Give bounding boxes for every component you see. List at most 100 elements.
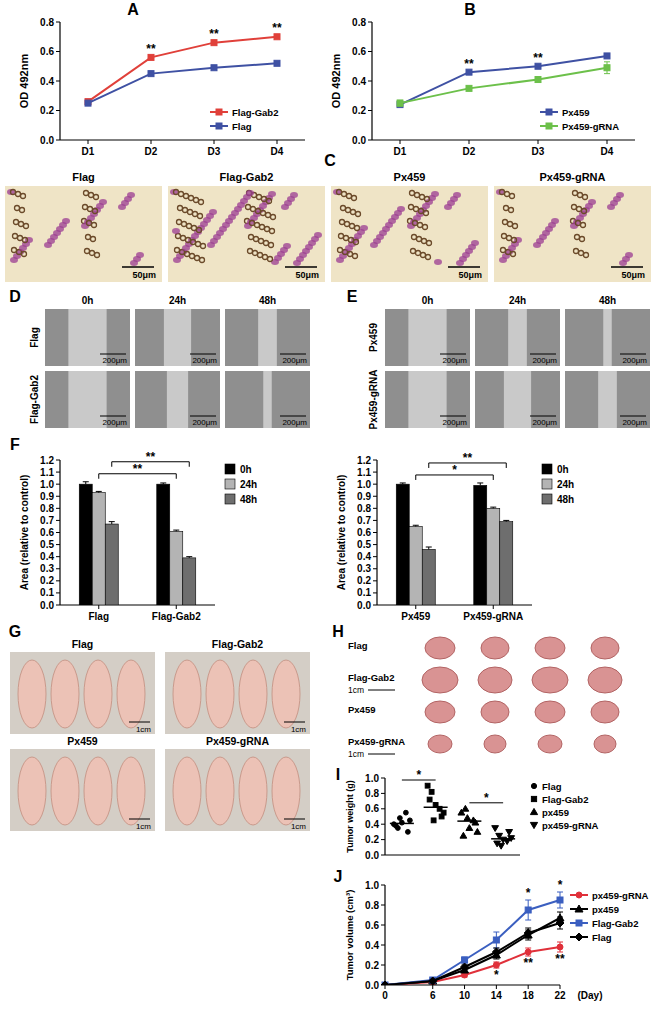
pore bbox=[270, 229, 275, 234]
x-tick bbox=[493, 605, 494, 609]
pore bbox=[510, 194, 515, 199]
error-bar bbox=[493, 932, 499, 948]
pore bbox=[573, 191, 578, 196]
marker bbox=[429, 977, 437, 985]
y-tick-label: 0.0 bbox=[365, 980, 379, 991]
scale-label: 200μm bbox=[532, 356, 557, 365]
marker bbox=[556, 919, 564, 927]
x-tick bbox=[400, 140, 401, 144]
legend-marker bbox=[216, 123, 222, 129]
x-tick bbox=[415, 605, 416, 609]
y-tick-label: 1.1 bbox=[40, 467, 54, 478]
scale-bar bbox=[280, 354, 306, 355]
legend-swatch bbox=[542, 464, 552, 474]
tumor bbox=[478, 667, 512, 693]
scale-label: 1cm bbox=[291, 725, 306, 734]
pore bbox=[584, 253, 589, 258]
column-label: 48h bbox=[599, 295, 616, 306]
scale-label: 200μm bbox=[442, 356, 467, 365]
marker bbox=[382, 982, 388, 985]
pore bbox=[342, 192, 347, 197]
pore bbox=[345, 222, 350, 227]
pore bbox=[411, 249, 416, 254]
y-tick-label: 1.0 bbox=[40, 479, 54, 490]
series-line bbox=[400, 56, 607, 105]
pore bbox=[338, 248, 343, 253]
bar bbox=[170, 531, 183, 605]
error-bar bbox=[525, 900, 531, 920]
legend-swatch bbox=[542, 479, 552, 489]
x-tick bbox=[176, 605, 177, 609]
y-tick bbox=[56, 520, 60, 521]
pore bbox=[259, 239, 264, 244]
y-tick bbox=[56, 605, 60, 606]
marker bbox=[492, 826, 499, 832]
scale-bar bbox=[284, 722, 305, 723]
legend-label: Flag-Gab2 bbox=[542, 794, 588, 805]
significance: * bbox=[416, 768, 421, 782]
x-tick-label: D2 bbox=[463, 146, 476, 157]
image-label: Flag bbox=[72, 638, 94, 650]
x-tick-label: Flag bbox=[88, 611, 109, 622]
error-bar bbox=[490, 507, 496, 508]
error-bar bbox=[96, 491, 102, 492]
cell bbox=[268, 191, 276, 197]
tumor bbox=[532, 667, 568, 693]
pore bbox=[83, 205, 88, 210]
scale-label: 200μm bbox=[532, 418, 557, 427]
y-tick bbox=[368, 81, 372, 82]
marker bbox=[407, 818, 412, 823]
pore bbox=[348, 252, 353, 257]
cell bbox=[588, 199, 596, 205]
cell bbox=[551, 218, 559, 224]
column-label: 24h bbox=[509, 295, 526, 306]
y-tick-label: 1.0 bbox=[365, 773, 379, 784]
pore bbox=[418, 223, 423, 228]
x-tick-label: 6 bbox=[430, 990, 436, 1001]
y-axis-label: OD 492nm bbox=[18, 54, 30, 109]
x-tick-label: Flag-Gab2 bbox=[152, 611, 201, 622]
mouse bbox=[206, 660, 234, 728]
plot-area bbox=[85, 34, 280, 106]
pore bbox=[192, 226, 197, 231]
y-tick bbox=[381, 905, 385, 906]
y-tick-label: 0.4 bbox=[352, 76, 366, 87]
y-tick-label: 0.8 bbox=[365, 788, 379, 799]
photo bbox=[5, 186, 162, 282]
scale-bar bbox=[285, 266, 317, 268]
y-tick-label: 0.2 bbox=[365, 960, 379, 971]
bar bbox=[183, 558, 196, 605]
scale-label: 50μm bbox=[458, 270, 482, 280]
y-tick bbox=[381, 885, 385, 886]
scale-bar bbox=[100, 354, 126, 355]
marker bbox=[403, 810, 408, 815]
legend-label: 48h bbox=[240, 494, 257, 505]
pore bbox=[339, 234, 344, 239]
pore bbox=[184, 194, 189, 199]
error-bar bbox=[557, 942, 563, 952]
bar bbox=[79, 484, 92, 605]
pore bbox=[174, 190, 179, 195]
panel-label: D bbox=[9, 288, 21, 305]
pore bbox=[199, 200, 204, 205]
mouse bbox=[239, 757, 267, 825]
x-tick bbox=[528, 985, 529, 989]
y-tick-label: 0.9 bbox=[40, 491, 54, 502]
significance: ** bbox=[209, 27, 219, 41]
series-line bbox=[385, 918, 560, 985]
x-tick-label: D3 bbox=[532, 146, 545, 157]
mouse bbox=[173, 660, 201, 728]
scale-label: 1cm bbox=[348, 685, 364, 695]
marker bbox=[397, 816, 402, 821]
marker bbox=[461, 963, 469, 971]
scale-label: 200μm bbox=[192, 418, 217, 427]
significance: ** bbox=[146, 42, 156, 56]
marker bbox=[399, 820, 404, 825]
pore bbox=[425, 197, 430, 202]
scale-label: 1cm bbox=[348, 749, 364, 759]
y-tick bbox=[373, 484, 377, 485]
mouse bbox=[239, 660, 267, 728]
column-label: 0h bbox=[82, 295, 94, 306]
x-tick-label: D4 bbox=[601, 146, 614, 157]
pore bbox=[253, 251, 258, 256]
